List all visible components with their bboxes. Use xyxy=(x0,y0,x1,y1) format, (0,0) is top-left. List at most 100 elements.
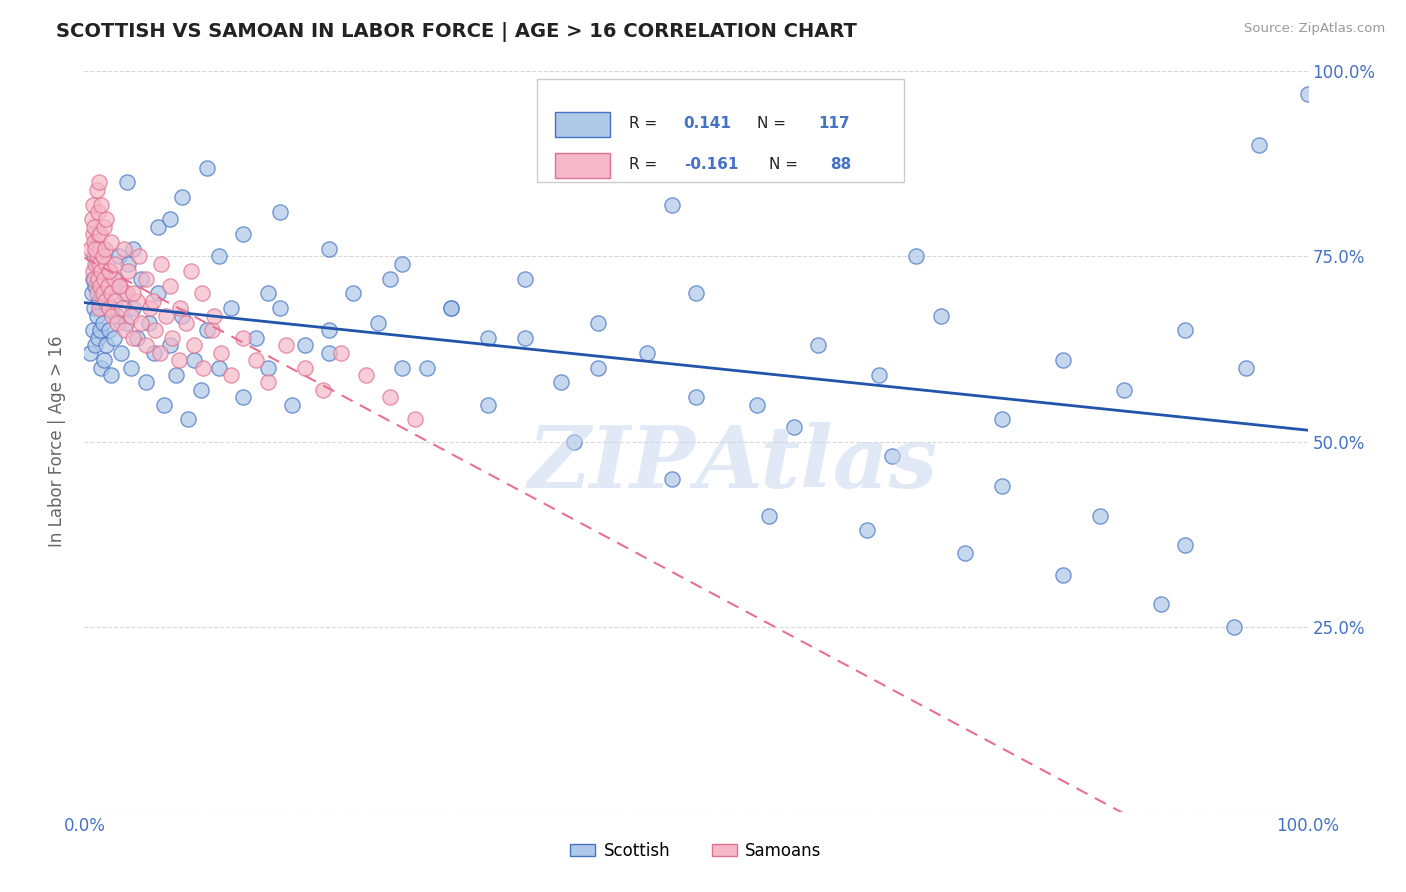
Point xyxy=(104,293,127,308)
Point xyxy=(139,301,162,316)
Text: ZIP: ZIP xyxy=(529,422,696,506)
Point xyxy=(380,271,402,285)
Point xyxy=(342,286,364,301)
Point xyxy=(120,360,142,375)
Point xyxy=(82,227,104,242)
Point xyxy=(391,257,413,271)
Point xyxy=(685,390,707,404)
Point xyxy=(84,338,107,352)
Point xyxy=(1114,383,1136,397)
Point xyxy=(89,242,111,256)
Point xyxy=(159,338,181,352)
Point xyxy=(98,264,121,278)
Point xyxy=(208,360,231,375)
Point xyxy=(245,353,267,368)
Point xyxy=(82,324,104,338)
Point xyxy=(87,205,110,219)
Point xyxy=(783,419,806,434)
Point xyxy=(856,524,879,538)
Point xyxy=(89,324,111,338)
Text: 0.141: 0.141 xyxy=(683,116,731,131)
Point xyxy=(84,257,107,271)
Point xyxy=(513,331,536,345)
Point xyxy=(318,345,340,359)
Point xyxy=(202,309,225,323)
Point xyxy=(87,271,110,285)
Point xyxy=(80,286,103,301)
Point xyxy=(100,286,122,301)
Point xyxy=(991,479,1014,493)
Point xyxy=(101,309,124,323)
Point xyxy=(110,345,132,359)
Point xyxy=(294,338,316,352)
Point xyxy=(162,331,184,345)
Point xyxy=(98,264,121,278)
Point xyxy=(80,212,103,227)
Text: R =: R = xyxy=(628,116,662,131)
Point xyxy=(142,293,165,308)
Point xyxy=(129,271,152,285)
Point xyxy=(90,197,112,211)
Point xyxy=(159,212,181,227)
Point xyxy=(90,264,112,278)
Point xyxy=(991,412,1014,426)
Point xyxy=(90,286,112,301)
Point xyxy=(758,508,780,523)
Text: N =: N = xyxy=(758,116,792,131)
Point xyxy=(87,175,110,190)
Point xyxy=(167,353,190,368)
Point xyxy=(143,345,166,359)
Point xyxy=(100,368,122,382)
Point xyxy=(104,257,127,271)
Point xyxy=(232,331,254,345)
Point xyxy=(115,175,138,190)
Point xyxy=(200,324,222,338)
Point xyxy=(195,324,218,338)
Point xyxy=(661,197,683,211)
Point xyxy=(661,471,683,485)
Point xyxy=(97,279,120,293)
FancyBboxPatch shape xyxy=(555,112,610,137)
Point xyxy=(1236,360,1258,375)
Point xyxy=(219,301,242,316)
Point xyxy=(105,316,128,330)
Point xyxy=(107,279,129,293)
Point xyxy=(586,316,609,330)
Point xyxy=(122,301,145,316)
Point xyxy=(82,271,104,285)
Point xyxy=(90,360,112,375)
Point xyxy=(146,286,169,301)
Point xyxy=(87,242,110,256)
Point xyxy=(89,264,111,278)
Point xyxy=(232,390,254,404)
Point xyxy=(1052,353,1074,368)
Point xyxy=(180,264,202,278)
FancyBboxPatch shape xyxy=(555,153,610,178)
Point xyxy=(143,324,166,338)
Point xyxy=(87,293,110,308)
Point xyxy=(330,345,353,359)
Point xyxy=(155,309,177,323)
Point xyxy=(477,331,499,345)
Point xyxy=(281,398,304,412)
Point xyxy=(125,293,148,308)
Point xyxy=(93,353,115,368)
Point xyxy=(103,331,125,345)
Point xyxy=(82,197,104,211)
Point xyxy=(93,219,115,234)
Point xyxy=(101,301,124,316)
Point xyxy=(191,360,214,375)
Point xyxy=(404,412,426,426)
Point xyxy=(97,264,120,278)
Point xyxy=(477,398,499,412)
Text: -0.161: -0.161 xyxy=(683,157,738,172)
Point xyxy=(367,316,389,330)
Point xyxy=(174,316,197,330)
Point xyxy=(747,398,769,412)
Point xyxy=(150,257,173,271)
Text: 117: 117 xyxy=(818,116,849,131)
Point xyxy=(146,219,169,234)
Point xyxy=(183,353,205,368)
Point xyxy=(91,316,114,330)
Point xyxy=(1174,324,1197,338)
